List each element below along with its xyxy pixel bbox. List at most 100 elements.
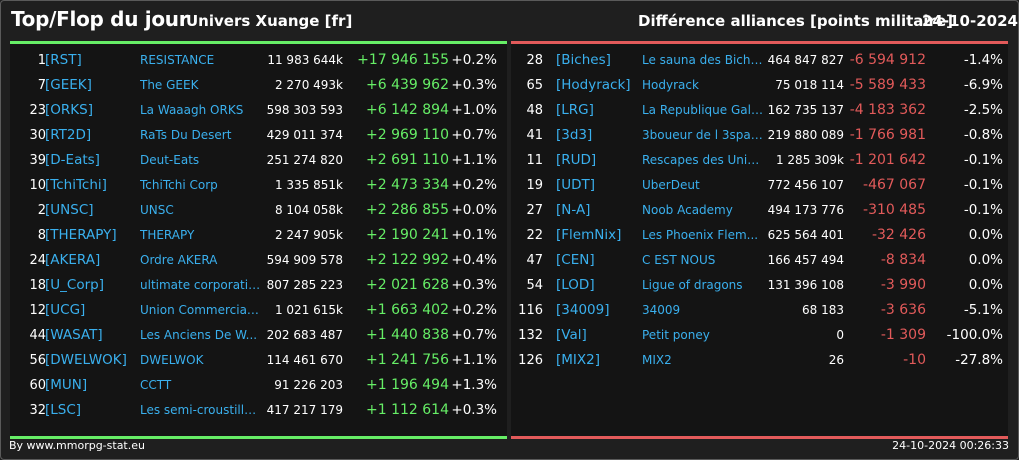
alliance-points-delta: +2 691 110 <box>366 152 449 168</box>
alliance-name-link[interactable]: RaTs Du Desert <box>140 128 232 142</box>
alliance-total-points: 464 847 827 <box>767 53 844 67</box>
alliance-tag-link[interactable]: [TchiTchi] <box>45 177 107 193</box>
alliance-tag-link[interactable]: [MIX2] <box>556 352 601 368</box>
alliance-rank: 18 <box>29 278 46 293</box>
loser-row: 19 [UDT] UberDeut 772 456 107 -467 067 -0.1% <box>511 173 1008 198</box>
gainer-row: 18 [U_Corp] ultimate corporation 807 285 22… <box>10 273 507 298</box>
alliance-total-points: 429 011 374 <box>266 128 343 142</box>
alliance-tag-link[interactable]: [RST] <box>45 52 82 68</box>
alliance-tag-link[interactable]: [FlemNix] <box>556 227 622 243</box>
alliance-points-delta: +1 440 838 <box>366 327 449 343</box>
alliance-name-link[interactable]: TchiTchi Corp <box>140 178 218 192</box>
alliance-name-link[interactable]: Ordre AKERA <box>140 253 218 267</box>
alliance-tag-link[interactable]: [N-A] <box>556 202 591 218</box>
loser-row: 41 [3d3] 3boueur de l 3space 219 880 089 -1 … <box>511 123 1008 148</box>
alliance-name-link[interactable]: RESISTANCE <box>140 53 215 67</box>
alliance-tag-link[interactable]: [MUN] <box>45 377 88 393</box>
alliance-tag-link[interactable]: [THERAPY] <box>45 227 117 243</box>
loser-row: 22 [FlemNix] Les Phoenix Flem... 625 564 40… <box>511 223 1008 248</box>
alliance-percent-change: -5.1% <box>963 302 1003 318</box>
alliance-points-delta: +1 241 756 <box>366 352 449 368</box>
alliance-name-link[interactable]: Noob Academy <box>642 203 733 217</box>
alliance-tag-link[interactable]: [GEEK] <box>45 77 92 93</box>
alliance-total-points: 202 683 487 <box>266 328 343 342</box>
top-gainers-panel: 1 [RST] RESISTANCE 11 983 644k +17 946 155 +0… <box>10 41 507 439</box>
alliance-name-link[interactable]: Petit poney <box>642 328 710 342</box>
alliance-name-link[interactable]: Ligue of dragons <box>642 278 743 292</box>
alliance-name-link[interactable]: La Republique Gala... <box>642 103 764 117</box>
alliance-name-link[interactable]: Le sauna des Biche... <box>642 53 764 67</box>
alliance-rank: 12 <box>29 303 46 318</box>
alliance-name-link[interactable]: ultimate corporation <box>140 278 262 292</box>
alliance-name-link[interactable]: C EST NOUS <box>642 253 716 267</box>
alliance-total-points: 166 457 494 <box>767 253 844 267</box>
alliance-name-link[interactable]: Hodyrack <box>642 78 699 92</box>
alliance-name-link[interactable]: UNSC <box>140 203 174 217</box>
alliance-tag-link[interactable]: [Hodyrack] <box>556 77 631 93</box>
alliance-total-points: 91 226 203 <box>274 378 343 392</box>
alliance-percent-change: +1.1% <box>451 352 497 368</box>
alliance-percent-change: 0.0% <box>968 252 1003 268</box>
alliance-tag-link[interactable]: [RT2D] <box>45 127 92 143</box>
alliance-name-link[interactable]: Les semi-croustilla... <box>140 403 262 417</box>
loser-row: 132 [Val] Petit poney 0 -1 309 -100.0% <box>511 323 1008 348</box>
alliance-name-link[interactable]: UberDeut <box>642 178 700 192</box>
alliance-rank: 126 <box>518 353 543 368</box>
alliance-tag-link[interactable]: [UDT] <box>556 177 596 193</box>
alliance-rank: 54 <box>526 278 543 293</box>
alliance-tag-link[interactable]: [AKERA] <box>45 252 101 268</box>
alliance-name-link[interactable]: Les Anciens De W... <box>140 328 258 342</box>
alliance-tag-link[interactable]: [3d3] <box>556 127 593 143</box>
alliance-rank: 1 <box>37 53 46 68</box>
alliance-rank: 22 <box>526 228 543 243</box>
alliance-tag-link[interactable]: [34009] <box>556 302 610 318</box>
alliance-name-link[interactable]: La Waaagh ORKS <box>140 103 244 117</box>
alliance-rank: 30 <box>29 128 46 143</box>
loser-row: 116 [34009] 34009 68 183 -3 636 -5.1% <box>511 298 1008 323</box>
alliance-name-link[interactable]: 3boueur de l 3space <box>642 128 764 142</box>
alliance-tag-link[interactable]: [Biches] <box>556 52 611 68</box>
alliance-points-delta: +6 439 962 <box>366 77 449 93</box>
alliance-name-link[interactable]: CCTT <box>140 378 172 392</box>
alliance-points-delta: +1 196 494 <box>366 377 449 393</box>
alliance-tag-link[interactable]: [WASAT] <box>45 327 103 343</box>
alliance-tag-link[interactable]: [CEN] <box>556 252 595 268</box>
alliance-rank: 24 <box>29 253 46 268</box>
alliance-tag-link[interactable]: [D-Eats] <box>45 152 100 168</box>
alliance-percent-change: +1.3% <box>451 377 497 393</box>
alliance-tag-link[interactable]: [DWELWOK] <box>45 352 127 368</box>
alliance-total-points: 2 247 905k <box>274 228 343 242</box>
alliance-rank: 27 <box>526 203 543 218</box>
alliance-tag-link[interactable]: [LOD] <box>556 277 595 293</box>
alliance-tag-link[interactable]: [ORKS] <box>45 102 93 118</box>
alliance-percent-change: +1.1% <box>451 152 497 168</box>
alliance-total-points: 594 909 578 <box>266 253 343 267</box>
header: Top/Flop du jour Univers Xuange [fr] Dif… <box>0 0 1019 40</box>
alliance-points-delta: -10 <box>903 352 926 368</box>
alliance-points-delta: +2 473 334 <box>366 177 449 193</box>
alliance-name-link[interactable]: 34009 <box>642 303 681 317</box>
alliance-tag-link[interactable]: [UNSC] <box>45 202 94 218</box>
alliance-name-link[interactable]: Les Phoenix Flem... <box>642 228 759 242</box>
alliance-tag-link[interactable]: [UCG] <box>45 302 86 318</box>
alliance-name-link[interactable]: MIX2 <box>642 353 672 367</box>
alliance-points-delta: -1 201 642 <box>849 152 926 168</box>
alliance-tag-link[interactable]: [U_Corp] <box>45 277 104 293</box>
alliance-name-link[interactable]: THERAPY <box>140 228 195 242</box>
alliance-tag-link[interactable]: [LSC] <box>45 402 82 418</box>
alliance-name-link[interactable]: Union Commerciale... <box>140 303 262 317</box>
alliance-name-link[interactable]: DWELWOK <box>140 353 204 367</box>
alliance-points-delta: -5 589 433 <box>849 77 926 93</box>
loser-row: 28 [Biches] Le sauna des Biche... 464 847 8… <box>511 48 1008 73</box>
alliance-points-delta: -3 990 <box>880 277 926 293</box>
alliance-tag-link[interactable]: [Val] <box>556 327 587 343</box>
loser-row: 54 [LOD] Ligue of dragons 131 396 108 -3 990… <box>511 273 1008 298</box>
alliance-points-delta: -310 485 <box>863 202 926 218</box>
alliance-tag-link[interactable]: [RUD] <box>556 152 597 168</box>
alliance-rank: 23 <box>29 103 46 118</box>
alliance-tag-link[interactable]: [LRG] <box>556 102 594 118</box>
alliance-name-link[interactable]: The GEEK <box>140 78 199 92</box>
gainer-row: 44 [WASAT] Les Anciens De W... 202 683 487 +… <box>10 323 507 348</box>
alliance-name-link[interactable]: Deut-Eats <box>140 153 200 167</box>
alliance-name-link[interactable]: Rescapes des Univ... <box>642 153 764 167</box>
